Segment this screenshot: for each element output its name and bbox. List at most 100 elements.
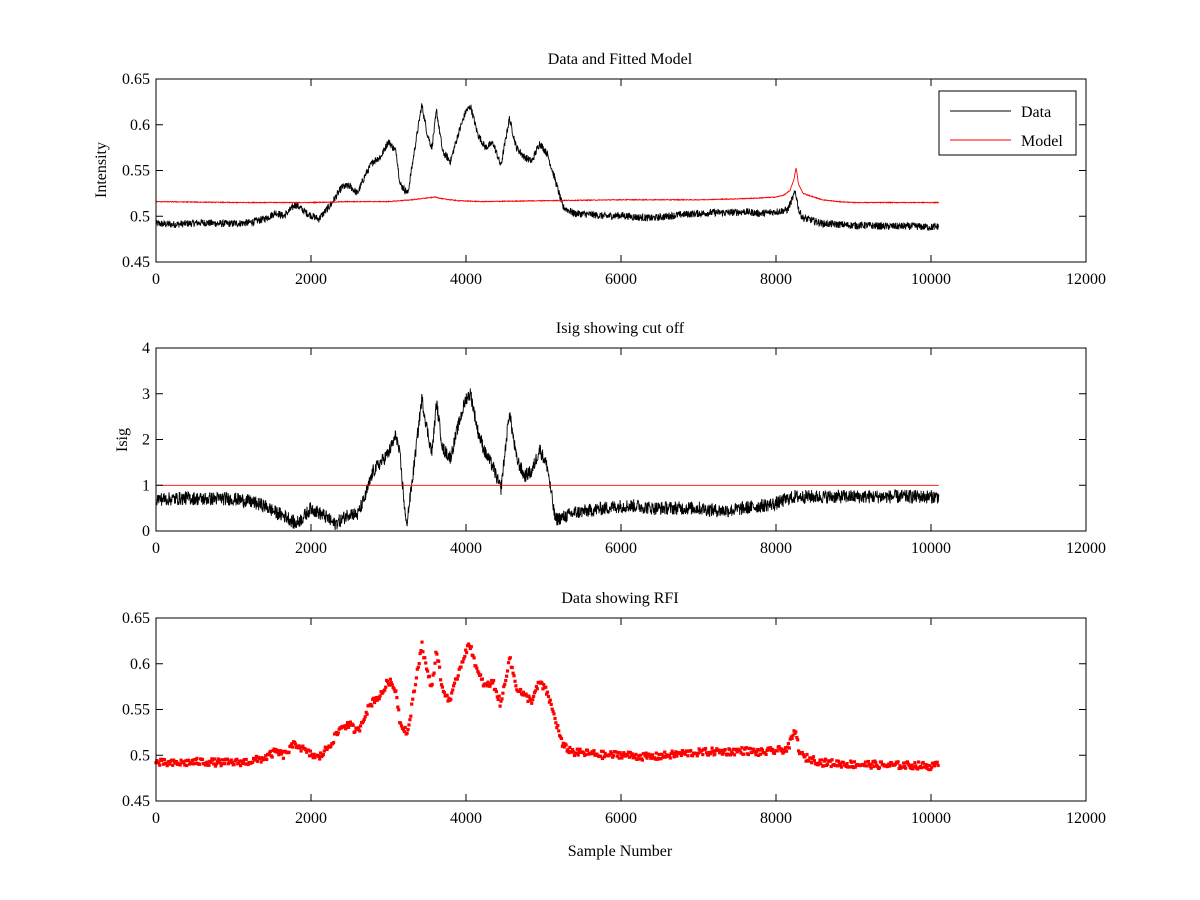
data-point xyxy=(372,700,377,705)
data-point xyxy=(440,685,444,689)
data-point xyxy=(167,759,171,764)
data-point xyxy=(932,764,936,768)
data-point xyxy=(904,766,908,770)
data-point xyxy=(426,669,430,673)
data-point xyxy=(299,749,303,753)
data-point xyxy=(694,752,698,756)
data-point xyxy=(407,723,411,727)
data-point xyxy=(164,762,168,766)
data-point xyxy=(255,759,259,763)
y-tick-label: 0.45 xyxy=(122,254,150,271)
data-point xyxy=(476,669,480,673)
data-point xyxy=(268,749,272,753)
panel-data-and-fitted-model: Data and Fitted Model Intensity 0 2000 400… xyxy=(93,51,1106,288)
data-point xyxy=(158,763,162,767)
x-tick-label: 10000 xyxy=(911,810,951,827)
plot-layer: 0 2000 4000 6000 8000 10000 12000 0.45 0.5 0.55 0.… xyxy=(122,71,1106,288)
data-point xyxy=(871,759,875,764)
data-point xyxy=(230,761,234,765)
series-points xyxy=(154,640,940,772)
data-point xyxy=(792,729,796,733)
data-point xyxy=(550,707,554,711)
data-point xyxy=(306,748,311,752)
data-point xyxy=(823,759,827,763)
data-point xyxy=(278,751,282,755)
data-point xyxy=(468,646,472,651)
data-point xyxy=(274,748,278,752)
data-point xyxy=(742,752,746,756)
data-point xyxy=(273,749,277,753)
data-point xyxy=(346,725,351,729)
data-point xyxy=(778,747,782,751)
data-point xyxy=(758,752,763,756)
data-point xyxy=(576,753,580,757)
data-point xyxy=(475,666,479,670)
data-point xyxy=(370,704,374,708)
data-point xyxy=(329,744,333,749)
data-point xyxy=(787,746,791,750)
y-tick-label: 0.6 xyxy=(130,117,150,134)
data-point xyxy=(438,665,442,669)
data-point xyxy=(578,747,582,751)
data-point xyxy=(685,749,689,753)
data-point xyxy=(280,749,285,754)
data-point xyxy=(420,640,424,644)
data-point xyxy=(489,682,493,686)
data-point xyxy=(260,756,264,760)
data-point xyxy=(662,754,666,758)
data-point xyxy=(387,683,391,687)
data-point xyxy=(237,761,241,765)
data-point xyxy=(410,702,414,706)
data-point xyxy=(925,766,929,770)
data-point xyxy=(157,761,161,765)
data-point xyxy=(829,764,833,769)
data-point xyxy=(622,751,626,755)
data-point xyxy=(729,753,733,757)
y-tick-label: 0.6 xyxy=(130,656,150,673)
data-point xyxy=(495,695,499,699)
data-point xyxy=(618,751,622,755)
data-point xyxy=(546,694,551,699)
data-point xyxy=(757,753,761,757)
data-point xyxy=(680,749,684,753)
data-point xyxy=(405,731,409,735)
data-point xyxy=(610,751,614,756)
data-point xyxy=(357,726,361,730)
data-point xyxy=(828,759,832,763)
data-point xyxy=(616,751,620,755)
data-point xyxy=(898,764,902,768)
data-point xyxy=(430,682,434,686)
data-point xyxy=(322,749,326,753)
data-point xyxy=(822,764,826,768)
data-point xyxy=(189,761,193,765)
data-point xyxy=(820,758,824,762)
data-point xyxy=(471,654,475,658)
data-point xyxy=(784,749,789,753)
x-tick-label: 6000 xyxy=(605,810,637,827)
data-point xyxy=(765,748,769,752)
x-tick-label: 0 xyxy=(152,271,160,288)
data-point xyxy=(911,767,915,771)
data-point xyxy=(868,764,872,768)
data-point xyxy=(504,679,508,683)
data-point xyxy=(638,757,642,761)
data-point xyxy=(486,680,490,684)
y-tick-label: 1 xyxy=(142,477,150,494)
data-point xyxy=(461,660,465,664)
data-point xyxy=(902,761,906,765)
data-point xyxy=(874,761,878,765)
data-point xyxy=(259,760,263,764)
data-point xyxy=(810,761,814,765)
data-point xyxy=(417,662,421,666)
data-point xyxy=(930,765,934,769)
data-point xyxy=(184,759,188,763)
data-point xyxy=(264,754,268,758)
x-tick-label: 2000 xyxy=(295,271,327,288)
data-point xyxy=(853,765,857,769)
data-point xyxy=(508,656,512,660)
data-point xyxy=(758,748,762,752)
data-point xyxy=(877,766,882,770)
data-point xyxy=(893,762,897,766)
data-point xyxy=(673,752,677,756)
data-point xyxy=(756,748,760,752)
